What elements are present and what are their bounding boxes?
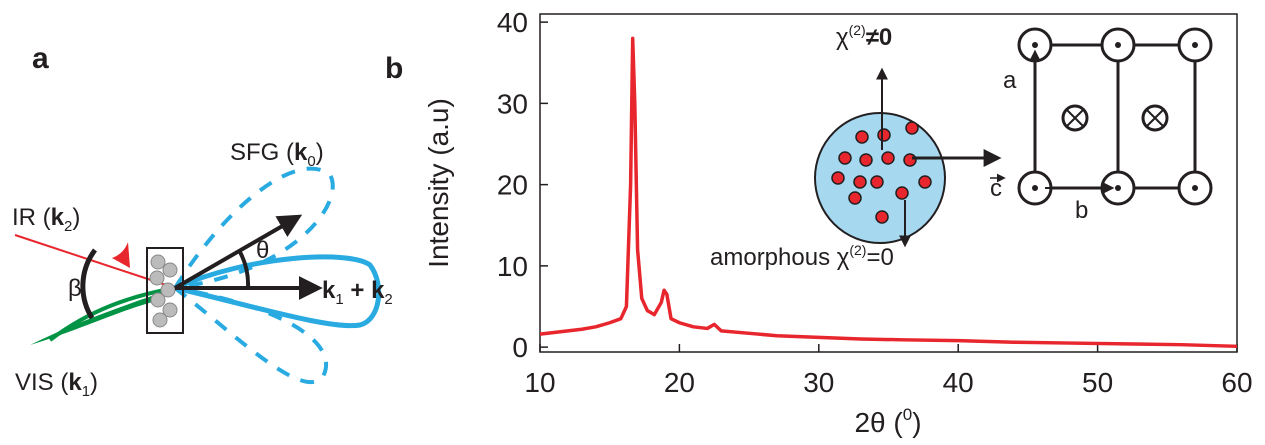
sum-label: k1 + k2 [322, 277, 393, 308]
sfg-diagram [14, 166, 382, 385]
lattice-label: a [1003, 67, 1017, 94]
panel-label: a [32, 42, 49, 75]
x-axis-label: 2θ (0) [854, 405, 921, 438]
y-tick-label: 10 [497, 251, 528, 282]
panel-label: b [385, 52, 403, 85]
theta-label: θ [256, 237, 269, 264]
chi-nonzero: χ(2)≠0 [836, 22, 892, 51]
lattice-label: c [990, 175, 1002, 202]
y-axis-label: Intensity (a.u) [423, 98, 454, 268]
x-tick-label: 40 [943, 367, 974, 398]
data-line [539, 36, 1238, 349]
plot-frame [539, 13, 1238, 353]
ir-label: IR (k2) [12, 204, 80, 235]
lattice-label: b [1075, 197, 1088, 224]
x-tick-label: 60 [1221, 367, 1252, 398]
plot: 0 10 20 30 40 10 20 30 40 50 60 [497, 7, 1253, 398]
inset [814, 27, 1213, 248]
x-tick-label: 10 [524, 367, 555, 398]
y-tick-label: 40 [497, 7, 528, 38]
x-tick-label: 20 [664, 367, 695, 398]
sfg-label: SFG (k0) [230, 139, 324, 170]
y-tick-label: 0 [512, 332, 528, 363]
x-tick-label: 30 [803, 367, 834, 398]
vis-label: VIS (k1) [15, 369, 98, 400]
chi-zero: amorphous χ(2)=0 [710, 242, 894, 271]
y-tick-label: 20 [497, 170, 528, 201]
y-tick-label: 30 [497, 88, 528, 119]
beta-label: β [68, 275, 82, 302]
x-tick-label: 50 [1082, 367, 1113, 398]
